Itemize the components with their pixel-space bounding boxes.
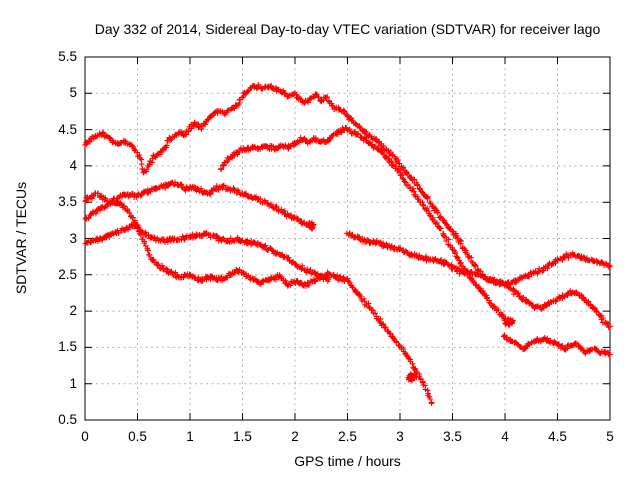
y-tick-label-4: 4 (69, 157, 77, 173)
y-tick-label-2: 2 (69, 303, 77, 319)
x-axis-label: GPS time / hours (294, 453, 401, 469)
series-trace-4-low (82, 221, 332, 284)
y-tick-label-0.5: 0.5 (58, 412, 77, 427)
x-tick-label-4.5: 4.5 (548, 429, 567, 444)
chart-title: Day 332 of 2014, Sidereal Day-to-day VTE… (94, 21, 601, 37)
x-tick-label-3: 3 (396, 429, 404, 444)
y-tick-label-2.5: 2.5 (58, 266, 77, 282)
x-tick-label-0.5: 0.5 (128, 429, 147, 444)
plot-frame (84, 56, 611, 421)
y-tick-label-5: 5 (69, 85, 77, 101)
y-tick-label-1.5: 1.5 (58, 339, 77, 355)
y-tick-label-1: 1 (69, 375, 77, 391)
x-tick-label-5: 5 (606, 429, 614, 444)
x-tick-label-1.5: 1.5 (233, 429, 252, 444)
x-tick-label-3.5: 3.5 (443, 429, 462, 444)
x-tick-label-2: 2 (291, 429, 299, 444)
series-trace-3-midplateau (82, 179, 316, 232)
x-tick-label-1: 1 (186, 429, 194, 444)
y-tick-label-3: 3 (69, 230, 77, 246)
y-tick-label-3.5: 3.5 (58, 194, 77, 210)
x-tick-label-0: 0 (81, 429, 89, 444)
y-tick-label-4.5: 4.5 (58, 121, 77, 137)
y-tick-label-5.5: 5.5 (58, 49, 77, 64)
dense-clusters (306, 219, 516, 384)
x-tick-label-2.5: 2.5 (338, 429, 357, 444)
series-trace-2-plunge (82, 190, 435, 407)
series-trace-5-plateau4.3 (218, 125, 515, 326)
x-tick-label-4: 4 (501, 429, 509, 444)
series-trace-7-flat1.5 (500, 332, 613, 358)
series-trace-6-hump (344, 230, 613, 288)
